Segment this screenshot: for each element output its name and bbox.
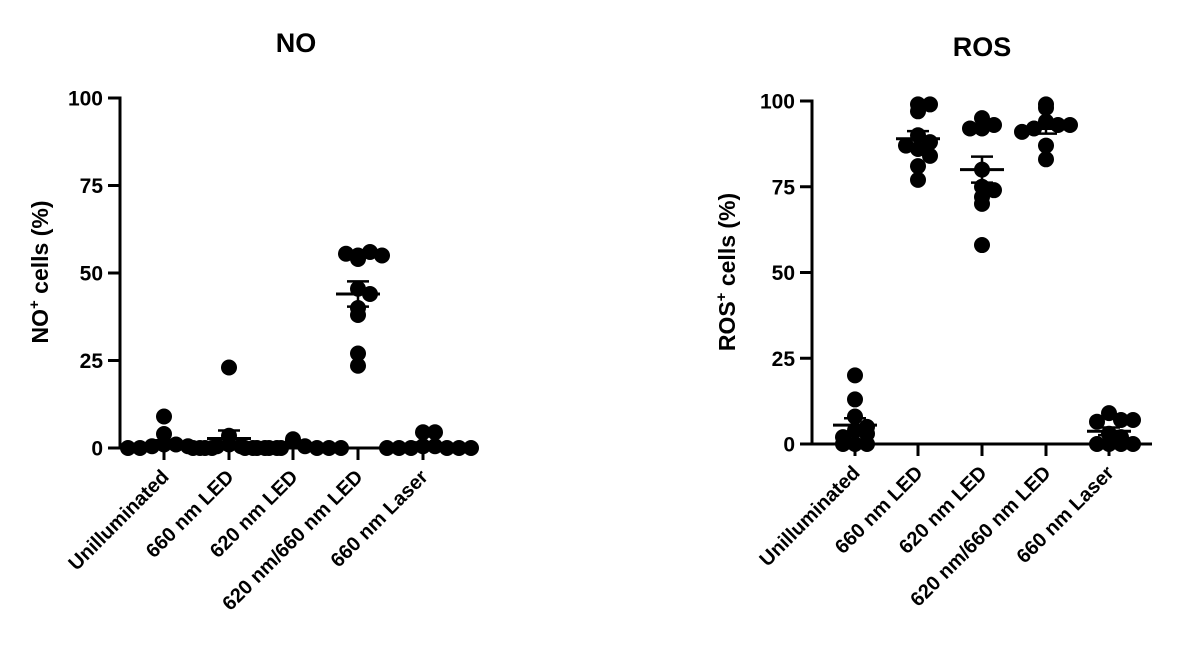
data-point — [338, 245, 354, 262]
series-3 — [336, 244, 390, 374]
data-point — [1113, 436, 1129, 452]
data-point — [350, 307, 366, 323]
y-axis: 0 25 50 75 100 — [760, 91, 814, 457]
data-point — [974, 237, 990, 254]
data-point — [974, 110, 990, 127]
data-point — [415, 424, 431, 441]
data-point — [463, 440, 479, 456]
data-point — [986, 182, 1002, 199]
series-4 — [1087, 405, 1141, 452]
y-axis-label: ROS+ cells (%) — [713, 193, 740, 351]
data-point — [910, 158, 926, 175]
data-point — [120, 440, 136, 456]
series-3 — [1014, 96, 1078, 168]
data-point — [922, 96, 938, 113]
data-point — [221, 359, 237, 376]
series-2 — [237, 431, 349, 456]
data-point — [1113, 411, 1129, 428]
data-point — [156, 408, 172, 425]
data-point — [1125, 436, 1141, 452]
y-axis-title: ROS+ cells (%) — [713, 193, 740, 351]
y-tick-label: 75 — [772, 176, 796, 199]
data-point — [350, 345, 366, 362]
chart-title: NO — [276, 28, 317, 58]
data-point — [859, 436, 875, 452]
y-tick-label: 50 — [772, 262, 795, 285]
data-point — [209, 438, 225, 455]
data-point — [1089, 413, 1105, 430]
data-point — [427, 424, 443, 441]
data-point — [847, 391, 863, 408]
series-0 — [833, 367, 877, 452]
data-point — [1038, 151, 1054, 168]
data-point — [451, 440, 467, 456]
chart-ros: ROS 0 25 50 75 100 ROS+ cells (%) Unillumina… — [713, 32, 1152, 611]
y-tick-label: 100 — [68, 88, 103, 111]
data-point — [1038, 99, 1054, 116]
data-point — [321, 440, 337, 456]
y-tick-label: 0 — [91, 438, 103, 461]
data-point — [922, 147, 938, 164]
data-point — [1038, 113, 1054, 130]
data-point — [898, 137, 914, 154]
data-point — [962, 120, 978, 137]
data-point — [1101, 436, 1117, 452]
data-point — [974, 195, 990, 212]
data-point — [249, 440, 265, 456]
data-point — [910, 141, 926, 158]
y-axis: 0 25 50 75 100 — [68, 88, 122, 461]
data-point — [1125, 411, 1141, 428]
data-point — [1062, 117, 1078, 134]
data-point — [847, 436, 863, 452]
data-point — [333, 440, 349, 456]
data-point — [374, 247, 390, 264]
y-tick-label: 75 — [80, 175, 104, 198]
y-axis-title: NO+ cells (%) — [26, 201, 53, 344]
y-axis-label: NO+ cells (%) — [26, 201, 53, 344]
data-point — [237, 440, 253, 456]
data-point — [1014, 123, 1030, 140]
y-tick-label: 25 — [80, 350, 104, 373]
series-1 — [896, 96, 940, 188]
chart-no: NO 0 25 50 75 100 NO+ cells (%) Unilluminate… — [26, 28, 479, 615]
data-point — [910, 171, 926, 188]
data-point — [197, 440, 213, 456]
data-point — [185, 440, 201, 456]
y-tick-label: 0 — [783, 434, 795, 457]
data-point — [1038, 137, 1054, 154]
data-point — [835, 436, 851, 452]
data-point — [309, 440, 325, 456]
chart-title: ROS — [953, 32, 1012, 62]
y-tick-label: 25 — [772, 348, 796, 371]
data-point — [261, 440, 277, 456]
plot-area — [120, 244, 479, 456]
series-4 — [379, 424, 479, 456]
y-tick-label: 50 — [80, 263, 103, 286]
data-point — [362, 244, 378, 260]
data-point — [1101, 405, 1117, 422]
data-point — [350, 247, 366, 264]
data-point — [986, 117, 1002, 134]
data-point — [1089, 436, 1105, 452]
data-point — [350, 357, 366, 374]
plot-area — [833, 96, 1141, 452]
data-point — [910, 103, 926, 120]
data-point — [847, 367, 863, 384]
data-point — [847, 408, 863, 425]
data-point — [379, 440, 395, 456]
series-2 — [960, 110, 1004, 254]
y-tick-label: 100 — [760, 91, 795, 114]
